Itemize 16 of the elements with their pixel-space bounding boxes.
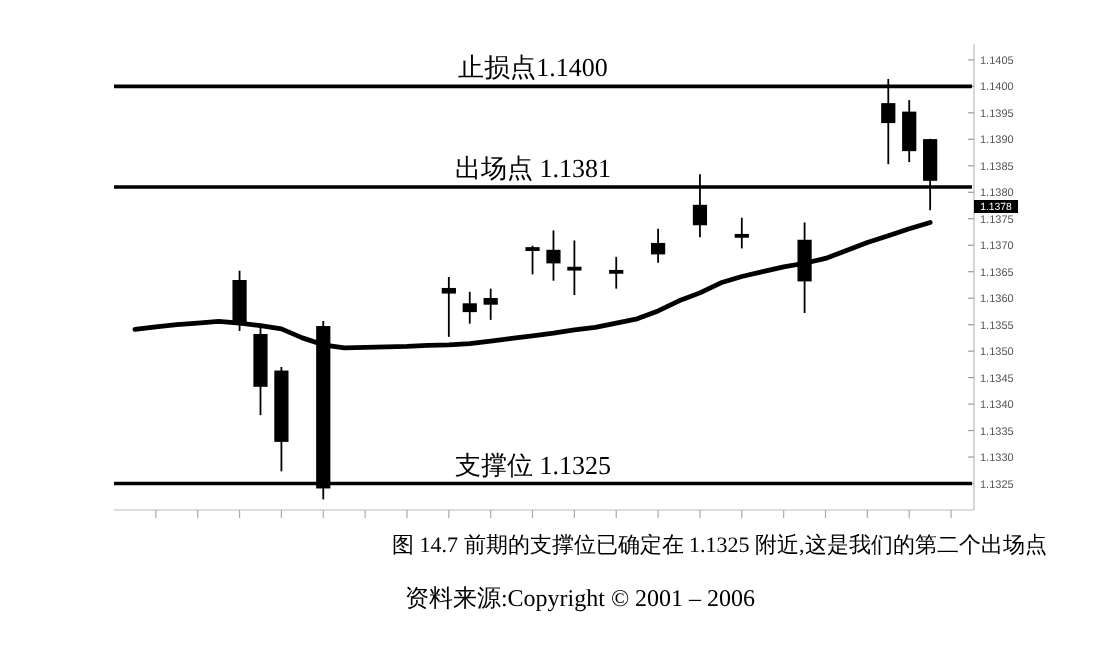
- candlestick: [609, 255, 624, 290]
- ref-line-label: 止损点1.1400: [458, 52, 608, 83]
- candlestick: [734, 216, 749, 250]
- candlestick: [483, 287, 498, 321]
- candlestick: [567, 239, 582, 296]
- candlestick: [651, 227, 666, 264]
- candlestick: [546, 229, 561, 282]
- caption: 图 14.7 前期的支撑位已确定在 1.1325 附近,这是我们的第二个出场点: [392, 532, 1047, 558]
- candlestick: [462, 290, 477, 325]
- candlestick: [441, 276, 456, 338]
- candlestick: [902, 99, 917, 163]
- candlestick: [232, 269, 247, 332]
- ref-line-label: 出场点 1.1381: [455, 152, 611, 183]
- ref-line-label: 支撑位 1.1325: [455, 449, 611, 480]
- text: 资料来源:Copyright © 2001 – 2006: [404, 584, 756, 612]
- candlestick: [525, 244, 540, 276]
